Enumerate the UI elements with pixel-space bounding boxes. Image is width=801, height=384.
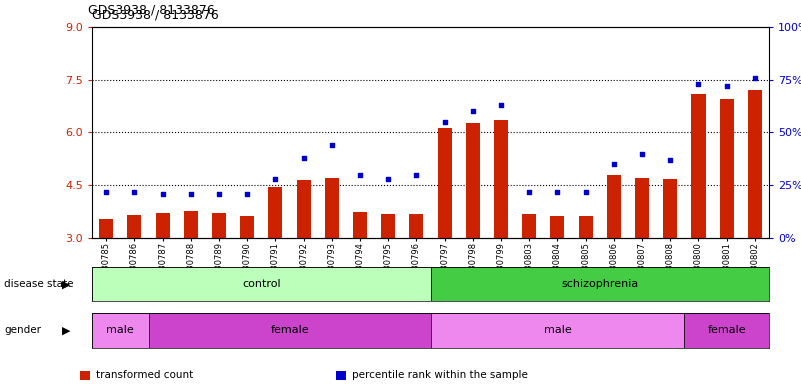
Point <box>410 172 423 178</box>
Bar <box>353 212 367 238</box>
Point <box>269 176 282 182</box>
Text: schizophrenia: schizophrenia <box>562 279 638 289</box>
Bar <box>550 216 565 238</box>
Point <box>466 108 479 114</box>
Bar <box>92 267 430 301</box>
Point <box>156 190 169 197</box>
Point <box>297 155 310 161</box>
Text: female: female <box>707 325 746 335</box>
Bar <box>99 219 113 238</box>
Text: transformed count: transformed count <box>96 370 193 381</box>
Text: male: male <box>107 325 135 335</box>
Point <box>438 119 451 125</box>
Point <box>748 74 761 81</box>
Point <box>664 157 677 163</box>
Bar <box>430 267 769 301</box>
Point <box>100 189 113 195</box>
Text: gender: gender <box>4 325 41 335</box>
Bar <box>578 216 593 238</box>
Point <box>607 161 620 167</box>
Bar <box>240 216 254 238</box>
Bar <box>296 180 311 238</box>
Bar <box>268 187 283 238</box>
Point <box>353 172 366 178</box>
Bar <box>148 313 431 348</box>
Bar <box>430 313 684 348</box>
Bar <box>127 215 142 238</box>
Point <box>692 81 705 87</box>
Text: ▶: ▶ <box>62 279 70 289</box>
Bar <box>324 177 339 238</box>
Bar <box>155 213 170 238</box>
Point <box>495 102 508 108</box>
Text: control: control <box>242 279 280 289</box>
Text: ▶: ▶ <box>62 325 70 335</box>
Text: disease state: disease state <box>4 279 74 289</box>
Bar <box>748 90 762 238</box>
Text: GDS3938 / 8133876: GDS3938 / 8133876 <box>88 4 215 17</box>
Point <box>720 83 733 89</box>
Bar <box>212 213 226 238</box>
Bar <box>92 313 148 348</box>
Bar <box>409 214 424 238</box>
Bar <box>684 313 769 348</box>
Bar <box>494 120 508 238</box>
Bar <box>663 179 678 238</box>
Bar <box>437 128 452 238</box>
Point <box>241 190 254 197</box>
Point <box>184 190 197 197</box>
Bar <box>522 214 537 238</box>
Text: female: female <box>270 325 309 335</box>
Bar <box>719 99 734 238</box>
Bar <box>466 122 480 238</box>
Point <box>212 190 225 197</box>
Point <box>579 189 592 195</box>
Point <box>523 189 536 195</box>
Point <box>551 189 564 195</box>
Text: percentile rank within the sample: percentile rank within the sample <box>352 370 529 381</box>
Bar <box>183 210 198 238</box>
Text: male: male <box>544 325 571 335</box>
Point <box>128 189 141 195</box>
Bar <box>691 94 706 238</box>
Bar <box>381 214 395 238</box>
Point <box>325 142 338 148</box>
Point <box>382 176 395 182</box>
Point <box>636 151 649 157</box>
Bar <box>635 177 649 238</box>
Bar <box>607 175 621 238</box>
Text: GDS3938 / 8133876: GDS3938 / 8133876 <box>92 8 219 22</box>
